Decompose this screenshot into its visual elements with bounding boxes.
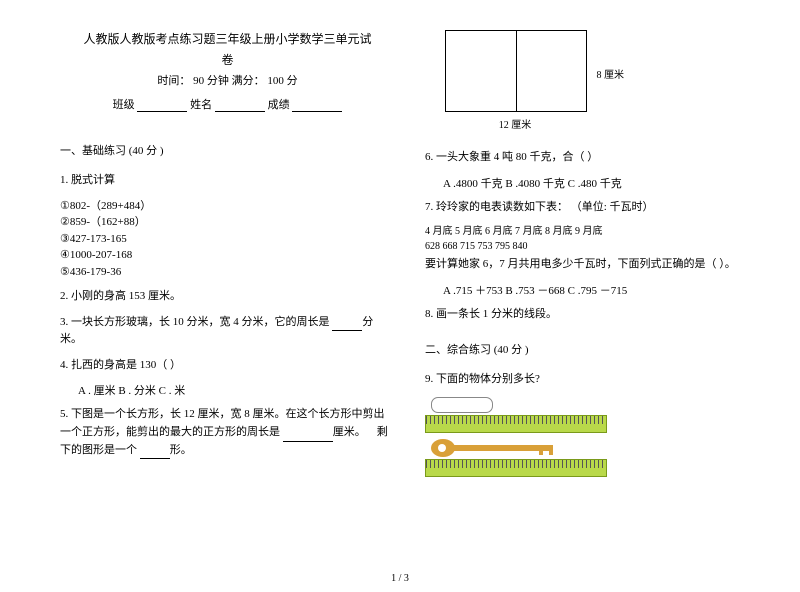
q3-blank: [332, 318, 362, 331]
q1-item-5: ⑤436-179-36: [60, 264, 395, 281]
q4-options: A . 厘米 B . 分米 C . 米: [78, 382, 395, 398]
name-label: 姓名: [190, 99, 212, 111]
q1-items: ①802-（289+484） ②859-（162+88） ③427-173-16…: [60, 198, 395, 281]
q1-item-2: ②859-（162+88）: [60, 214, 395, 231]
q3-text-a: 3. 一块长方形玻璃，长 10 分米，宽 4 分米，它的周长是: [60, 316, 330, 328]
section2-title: 二、综合练习 (40 分 ): [425, 341, 760, 357]
q7: 7. 玲玲家的电表读数如下表： （单位: 千瓦时）: [425, 199, 760, 217]
student-info: 班级 姓名 成绩: [60, 96, 395, 112]
q4: 4. 扎西的身高是 130（ ）: [60, 357, 395, 375]
score-blank: [292, 99, 342, 112]
rectangle-label-right: 8 厘米: [597, 66, 625, 81]
q5-blank2: [140, 446, 170, 459]
class-blank: [137, 99, 187, 112]
q5-text-d: 形。: [170, 444, 192, 456]
section1-title: 一、基础练习 (40 分 ): [60, 142, 395, 158]
q8: 8. 画一条长 1 分米的线段。: [425, 306, 760, 324]
q1-item-3: ③427-173-165: [60, 231, 395, 248]
rectangle-midline: [516, 31, 517, 111]
q5: 5. 下图是一个长方形，长 12 厘米，宽 8 厘米。在这个长方形中剪出一个正方…: [60, 406, 395, 459]
table-header-row: 4 月底 5 月底 6 月底 7 月底 8 月底 9 月底: [425, 224, 760, 239]
class-label: 班级: [113, 99, 135, 111]
q5-blank1: [283, 429, 333, 442]
ruler-2: [425, 459, 607, 477]
paperclip-icon: [431, 397, 493, 413]
score-label: 成绩: [268, 99, 290, 111]
q2: 2. 小刚的身高 153 厘米。: [60, 288, 395, 306]
page-number: 1 / 3: [0, 573, 800, 584]
title-line1: 人教版人教版考点练习题三年级上册小学数学三单元试: [60, 30, 395, 47]
q6-options: A .4800 千克 B .4080 千克 C .480 千克: [443, 175, 760, 191]
q1-item-1: ①802-（289+484）: [60, 198, 395, 215]
rectangle-label-bottom: 12 厘米: [445, 116, 585, 131]
q7b: 要计算她家 6，7 月共用电多少千瓦时，下面列式正确的是（ ）。: [425, 256, 760, 274]
ruler-1: [425, 415, 607, 433]
q1: 1. 脱式计算: [60, 172, 395, 190]
timing: 时间： 90 分钟 满分： 100 分: [60, 72, 395, 88]
ruler-figure: [425, 397, 760, 477]
title-line2: 卷: [60, 51, 395, 68]
key-icon: [431, 439, 561, 457]
q5-text-b: 厘米。: [333, 426, 366, 438]
q6: 6. 一头大象重 4 吨 80 千克，合（ ）: [425, 149, 760, 167]
table-values-row: 628 668 715 753 795 840: [425, 239, 760, 254]
q7-options: A .715 ＋753 B .753 －668 C .795 －715: [443, 282, 760, 298]
q1-item-4: ④1000-207-168: [60, 247, 395, 264]
q3: 3. 一块长方形玻璃，长 10 分米，宽 4 分米，它的周长是 分米。: [60, 314, 395, 349]
q9: 9. 下面的物体分别多长?: [425, 371, 760, 389]
name-blank: [215, 99, 265, 112]
rectangle-figure: 8 厘米: [445, 30, 587, 112]
